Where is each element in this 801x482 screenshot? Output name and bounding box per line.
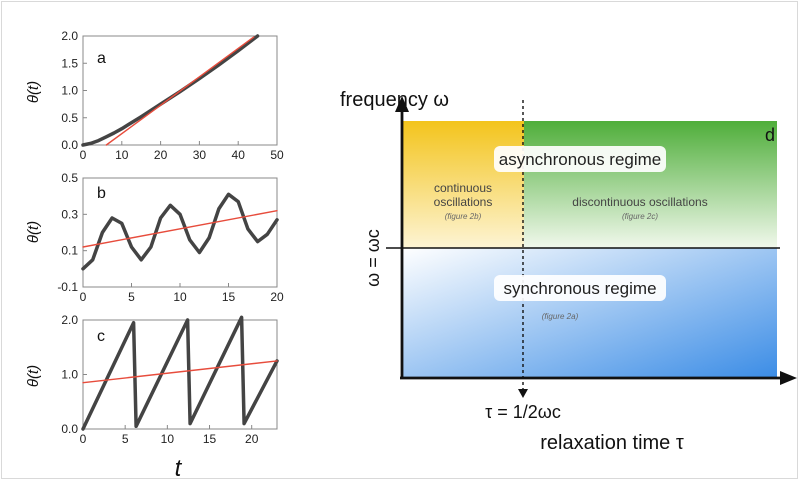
y-tick-label: 0.3 [61,207,78,221]
x-axis-label: t [175,455,183,482]
theta-curve [81,34,260,147]
panel-label-d: d [765,125,775,145]
y-tick-label: 1.5 [61,56,78,70]
y-tick-label: 1.0 [61,368,78,382]
regime-diagram: frequency ω d ω = ωc asynchronous regime… [340,89,797,454]
continuous-label-2: oscillations [434,195,493,209]
critical-tau-arrowhead [518,389,528,398]
async-label-box [494,146,666,172]
theta-curve [81,315,279,431]
x-tick-label: 40 [232,148,246,162]
x-tick-label: 5 [128,290,135,304]
panel-label-a: a [97,50,106,67]
discontinuous-region [524,121,777,248]
continuous-ref: (figure 2b) [445,212,482,221]
x-tick-label: 15 [222,290,236,304]
y-tick-label: 2.0 [61,313,78,327]
y-axis-arrowhead [395,96,409,112]
y-tick-label: 0.0 [61,422,78,436]
x-tick-label: 10 [161,432,175,446]
y-axis-label: θ(t) [25,365,42,387]
y-tick-label: 0.5 [61,171,78,185]
theta-curve [81,192,279,271]
y-axis-label: frequency ω [340,89,449,111]
y-axis-label: θ(t) [25,81,42,103]
linear-fit-line [82,360,278,384]
x-tick-label: 10 [173,290,187,304]
x-tick-label: 0 [80,432,87,446]
x-tick-label: 20 [270,290,284,304]
y-tick-label: 1.0 [61,84,78,98]
x-tick-label: 15 [203,432,217,446]
y-mid-label: ω = ωc [363,229,383,287]
x-tick-label: 10 [115,148,129,162]
panel-label-c: c [97,328,105,345]
continuous-label-1: continuous [434,181,492,195]
y-tick-label: 0.5 [61,111,78,125]
y-axis-label: θ(t) [25,221,42,243]
x-tick-label: 30 [193,148,207,162]
x-tick-label: 5 [122,432,129,446]
synchronous-region [402,248,777,377]
sync-ref: (figure 2a) [542,312,579,321]
panel-c: 0 5 10 15 20 0.0 1.0 2.0 c θ(t) t [25,313,279,482]
x-tick-label: 0 [80,148,87,162]
panel-a: 0 10 20 30 40 50 0.0 0.5 1.0 1.5 2.0 a θ(t) [25,29,284,162]
x-axis-label: relaxation time τ [540,432,684,454]
y-tick-label: 0.0 [61,138,78,152]
time-series-panels: 0 10 20 30 40 500.00.51.01.52.0aθ(t)0 5 10 15 20-… [25,29,284,482]
linear-fit-line [82,209,278,248]
y-tick-label: 0.1 [61,244,78,258]
sync-label-box [494,275,666,301]
linear-fit-line [105,36,255,146]
x-mid-label: τ = 1/2ωc [485,402,561,422]
panel-label-b: b [97,185,106,202]
panel-frame [82,177,278,288]
discontinuous-ref: (figure 2c) [622,212,658,221]
x-axis-arrowhead [780,371,797,385]
panel-b: 0 5 10 15 20 -0.1 0.1 0.3 0.5 b θ(t) [25,171,284,304]
y-tick-label: -0.1 [57,280,78,294]
async-label: asynchronous regime [499,150,662,169]
continuous-region [402,121,524,248]
discontinuous-label: discontinuous oscillations [572,195,707,209]
y-tick-label: 2.0 [61,29,78,43]
sync-label: synchronous regime [503,279,656,298]
x-tick-label: 0 [80,290,87,304]
x-tick-label: 50 [270,148,284,162]
x-tick-label: 20 [245,432,259,446]
x-tick-label: 20 [154,148,168,162]
